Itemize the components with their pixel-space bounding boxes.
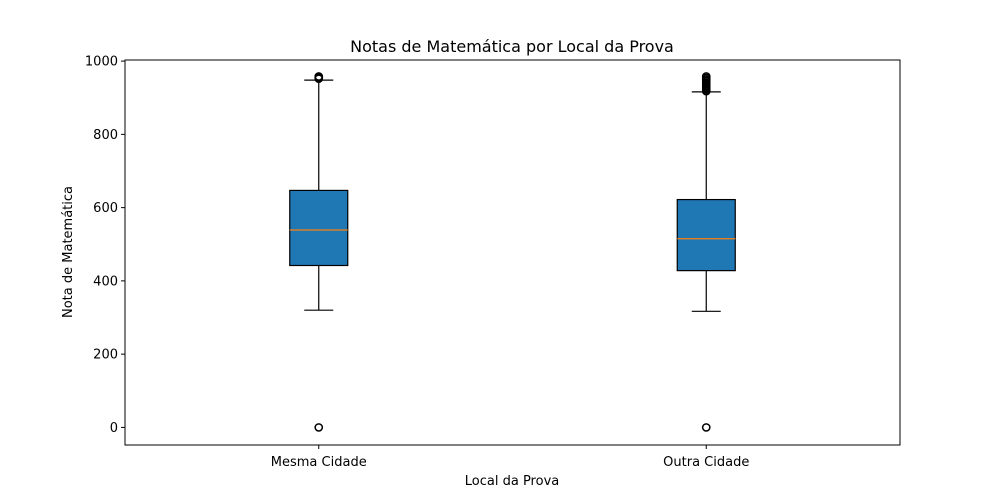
y-axis: 0 200 400 600 800 1000	[85, 55, 125, 436]
outlier-point	[314, 72, 324, 81]
y-tick-label: 0	[110, 421, 118, 436]
x-tick-label: Outra Cidade	[663, 455, 749, 470]
outlier-point	[314, 423, 324, 432]
y-tick-label: 200	[93, 348, 118, 363]
chart-title: Notas de Matemática por Local da Prova	[350, 37, 674, 56]
plot-area	[289, 72, 736, 432]
outlier-point	[701, 423, 711, 432]
box-group	[676, 72, 736, 432]
y-tick-label: 600	[93, 201, 118, 216]
y-tick-label: 1000	[85, 55, 118, 70]
x-axis: Mesma Cidade Outra Cidade	[271, 445, 749, 470]
x-axis-label: Local da Prova	[465, 474, 559, 489]
y-tick-label: 400	[93, 274, 118, 289]
box-iqr	[676, 198, 736, 272]
box-iqr	[289, 189, 349, 267]
y-tick-label: 800	[93, 128, 118, 143]
outlier-point	[701, 72, 711, 81]
x-tick-label: Mesma Cidade	[271, 455, 367, 470]
box-group	[289, 72, 349, 432]
plot-frame	[124, 59, 901, 446]
y-axis-label: Nota de Matemática	[61, 186, 76, 318]
